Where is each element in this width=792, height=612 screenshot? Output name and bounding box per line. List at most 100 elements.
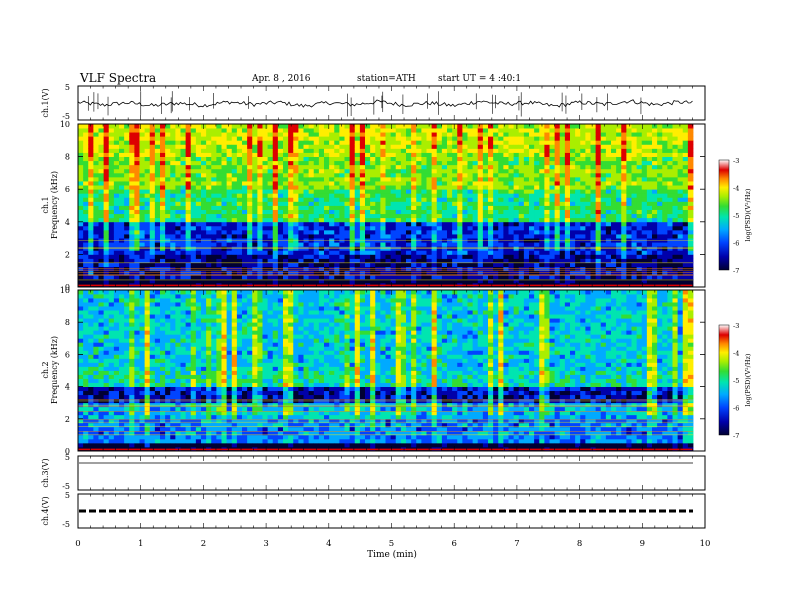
spectrogram-cell: [78, 201, 84, 206]
spectrogram-cell: [646, 160, 653, 166]
spectrogram-cell: [180, 168, 187, 174]
spectrogram-cell: [493, 160, 499, 166]
spectrogram-cell: [93, 136, 99, 141]
spectrogram-cell: [436, 213, 443, 219]
spectrogram-cell: [482, 262, 489, 268]
spectrogram-cell: [252, 201, 258, 206]
spectrogram-cell: [165, 258, 171, 263]
spectrogram-cell: [272, 278, 279, 284]
spectrogram-cell: [211, 148, 217, 153]
spectrogram-cell: [400, 213, 407, 219]
spectrogram-cell: [564, 242, 571, 247]
spectrogram-cell: [575, 250, 581, 255]
spectrogram-cell: [359, 136, 366, 141]
spectrogram-cell: [103, 242, 110, 247]
spectrogram-cell: [595, 172, 602, 178]
spectrogram-cell: [98, 160, 105, 166]
spectrogram-cell: [544, 258, 550, 263]
spectrogram-cell: [441, 201, 448, 206]
spectrogram-cell: [570, 172, 576, 178]
spectrogram-cell: [139, 181, 146, 186]
spectrogram-cell: [216, 152, 222, 157]
spectrogram-cell: [349, 132, 356, 137]
spectrogram-cell: [380, 274, 386, 280]
spectrogram-cell: [216, 250, 222, 255]
spectrogram-cell: [652, 160, 658, 166]
spectrogram-cell: [400, 152, 407, 157]
spectrogram-cell: [585, 172, 591, 178]
spectrogram-cell: [549, 181, 556, 186]
spectrogram-cell: [359, 168, 366, 174]
spectrogram-cell: [580, 217, 586, 223]
spectrogram-cell: [631, 148, 638, 153]
spectrogram-cell: [329, 185, 335, 190]
spectrogram-cell: [493, 242, 499, 247]
spectrogram-cell: [646, 189, 653, 194]
spectrogram-cell: [554, 144, 561, 149]
spectrogram-cell: [600, 168, 607, 174]
spectrogram-cell: [154, 148, 161, 153]
spectrogram-cell: [78, 209, 84, 215]
spectrogram-cell: [354, 156, 361, 162]
spectrogram-cell: [303, 148, 310, 153]
spectrogram-cell: [600, 221, 607, 227]
spectrogram-cell: [339, 189, 345, 194]
spectrogram-cell: [349, 148, 356, 153]
spectrogram-cell: [257, 181, 263, 186]
spectrogram-cell: [236, 250, 243, 255]
spectrogram-cell: [564, 217, 571, 223]
spectrogram-cell: [621, 217, 627, 223]
spectrogram-cell: [303, 152, 310, 157]
spectrogram-cell: [119, 156, 125, 162]
spectrogram-cell: [462, 140, 468, 145]
spectrogram-cell: [257, 168, 263, 174]
spectrogram-cell: [221, 270, 228, 276]
spectrogram-cell: [283, 148, 289, 153]
spectrogram-cell: [247, 274, 253, 280]
spectrogram-cell: [154, 164, 161, 170]
spectrogram-cell: [231, 266, 238, 272]
spectrogram-cell: [247, 168, 253, 174]
spectrogram-cell: [272, 201, 279, 206]
spectrogram-cell: [113, 181, 120, 186]
spectrogram-cell: [88, 124, 94, 129]
spectrogram-cell: [503, 254, 509, 259]
spectrogram-cell: [359, 152, 366, 157]
spectrogram-cell: [472, 132, 479, 137]
spectrogram-cell: [508, 164, 515, 170]
spectrogram-cell: [334, 185, 340, 190]
spectrogram-cell: [375, 217, 381, 223]
spectrogram-cell: [687, 270, 694, 276]
spectrogram-cell: [616, 242, 622, 247]
spectrogram-cell: [380, 172, 386, 178]
spectrogram-cell: [257, 136, 263, 141]
spectrogram-cell: [339, 124, 345, 129]
spectrogram-cell: [88, 201, 94, 206]
spectrogram-cell: [467, 205, 474, 210]
spectrogram-cell: [662, 229, 668, 235]
spectrogram-cell: [380, 205, 386, 210]
spectrogram-cell: [354, 229, 361, 235]
spectrogram-cell: [180, 209, 187, 215]
spectrogram-cell: [467, 201, 474, 206]
spectrogram-cell: [447, 205, 453, 210]
spectrogram-cell: [180, 128, 187, 133]
spectrogram-cell: [83, 410, 89, 416]
spectrogram-cell: [631, 274, 638, 280]
spectrogram-cell: [523, 168, 530, 174]
spectrogram-cell: [277, 172, 284, 178]
spectrogram-cell: [221, 152, 228, 157]
spectrogram-cell: [365, 209, 371, 215]
spectrogram-cell: [626, 274, 632, 280]
spectrogram-cell: [646, 176, 653, 182]
spectrogram-cell: [88, 193, 94, 198]
spectrogram-cell: [288, 266, 294, 272]
spectrogram-cell: [462, 217, 468, 223]
spectrogram-cell: [88, 221, 94, 227]
spectrogram-cell: [503, 234, 509, 239]
spectrogram-cell: [98, 201, 105, 206]
spectrogram-cell: [211, 229, 217, 235]
spectrogram-cell: [226, 262, 233, 268]
spectrogram-cell: [78, 418, 84, 424]
spectrogram-cell: [611, 136, 617, 141]
